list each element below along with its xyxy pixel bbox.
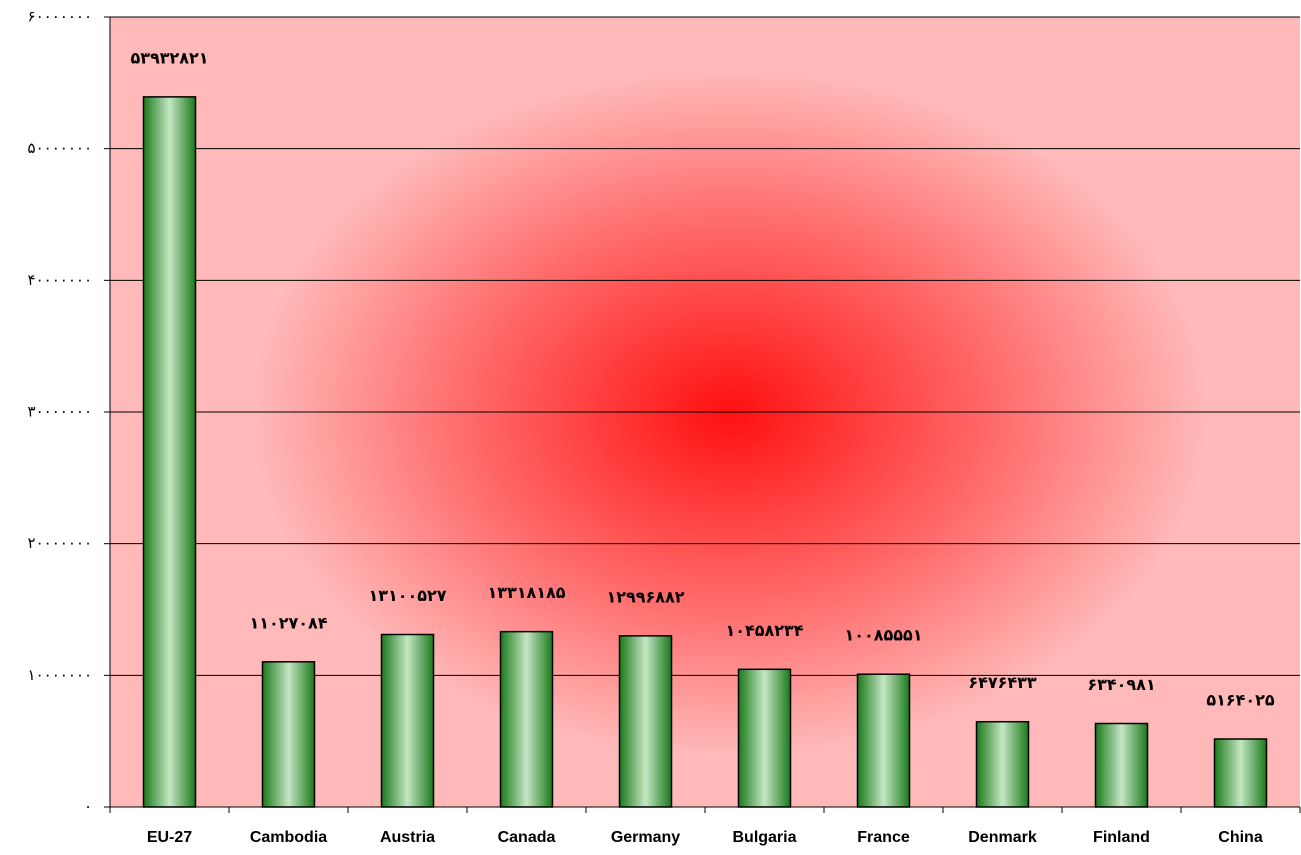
x-tick-label: Austria (380, 829, 435, 846)
value-label: ۱۰۰۸۵۵۵۱ (844, 626, 922, 645)
value-label: ۶۴۷۶۴۳۳ (968, 673, 1037, 692)
x-tick-label: Cambodia (250, 829, 327, 846)
y-tick-label: ۲۰۰۰۰۰۰۰ (28, 534, 92, 552)
value-label: ۱۲۹۹۶۸۸۲ (606, 587, 684, 606)
x-tick-label: Denmark (968, 829, 1037, 846)
y-tick-label: ۵۰۰۰۰۰۰۰ (28, 139, 92, 157)
value-label: ۱۳۳۱۸۱۸۵ (487, 583, 565, 602)
bar (737, 668, 792, 808)
x-tick-label: Germany (611, 829, 680, 846)
x-tick-label: EU-27 (147, 829, 192, 846)
value-label: ۱۱۰۲۷۰۸۴ (249, 613, 327, 632)
bar (142, 96, 197, 808)
y-tick-label: ۴۰۰۰۰۰۰۰ (28, 271, 92, 289)
value-label: ۱۰۴۵۸۲۳۴ (725, 621, 803, 640)
value-label: ۵۱۶۴۰۲۵ (1206, 691, 1275, 710)
y-tick-label: ۶۰۰۰۰۰۰۰ (28, 8, 92, 26)
bar (499, 630, 554, 808)
y-tick-label: ۳۰۰۰۰۰۰۰ (28, 403, 92, 421)
value-label: ۱۳۱۰۰۵۲۷ (368, 586, 446, 605)
bar (261, 661, 316, 808)
value-label: ۶۳۴۰۹۸۱ (1087, 675, 1155, 694)
x-tick-label: Bulgaria (732, 829, 796, 846)
x-tick-label: France (857, 829, 910, 846)
x-tick-label: China (1218, 829, 1263, 846)
y-tick-label: ۰ (84, 798, 92, 816)
x-tick-label: Finland (1093, 829, 1150, 846)
bar (618, 635, 673, 808)
bar (856, 673, 911, 808)
bar (1094, 722, 1149, 808)
x-tick-label: Canada (498, 829, 556, 846)
y-tick-label: ۱۰۰۰۰۰۰۰ (28, 666, 92, 684)
bar (380, 633, 435, 808)
bar (975, 720, 1030, 808)
value-label: ۵۳۹۳۲۸۲۱ (130, 48, 208, 67)
bar (1213, 738, 1268, 808)
